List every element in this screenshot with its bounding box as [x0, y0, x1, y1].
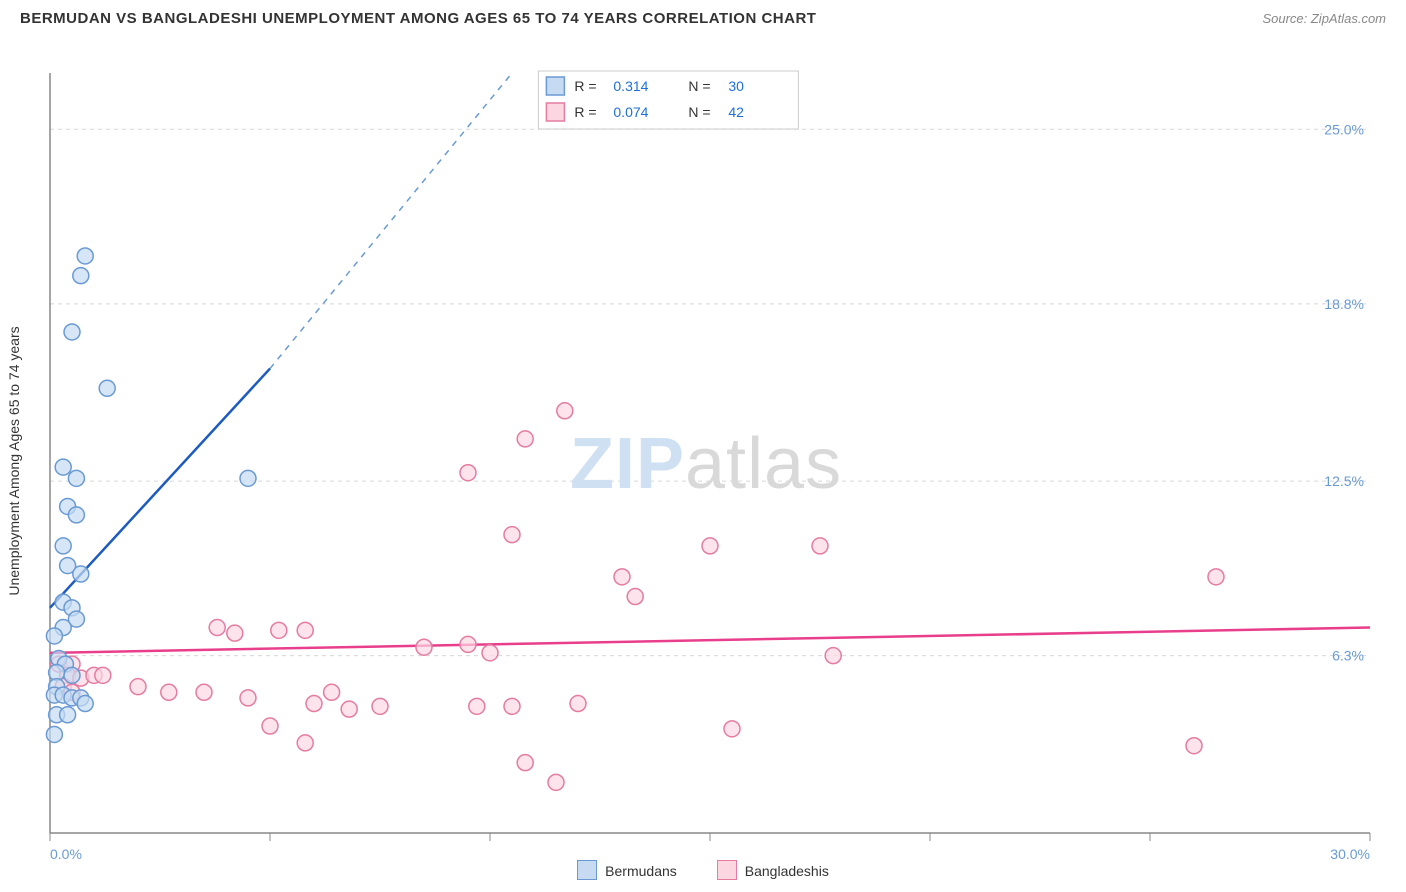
svg-text:N =: N =	[688, 78, 710, 94]
footer-legend: Bermudans Bangladeshis	[0, 860, 1406, 880]
svg-text:30: 30	[728, 78, 744, 94]
swatch-bangladeshis	[717, 860, 737, 880]
svg-text:25.0%: 25.0%	[1324, 121, 1364, 137]
svg-text:12.5%: 12.5%	[1324, 473, 1364, 489]
svg-text:R =: R =	[574, 78, 596, 94]
source-attribution: Source: ZipAtlas.com	[1262, 11, 1386, 26]
legend-label-bermudans: Bermudans	[605, 863, 677, 879]
svg-text:0.314: 0.314	[613, 78, 648, 94]
svg-text:R =: R =	[574, 104, 596, 120]
y-axis-label: Unemployment Among Ages 65 to 74 years	[6, 326, 22, 595]
svg-text:N =: N =	[688, 104, 710, 120]
svg-text:42: 42	[728, 104, 744, 120]
legend-item-bangladeshis: Bangladeshis	[717, 860, 829, 880]
legend-item-bermudans: Bermudans	[577, 860, 677, 880]
legend-label-bangladeshis: Bangladeshis	[745, 863, 829, 879]
swatch-bermudans	[577, 860, 597, 880]
svg-text:6.3%: 6.3%	[1332, 648, 1364, 664]
svg-text:18.8%: 18.8%	[1324, 296, 1364, 312]
chart-container: Unemployment Among Ages 65 to 74 years Z…	[0, 33, 1406, 888]
scatter-chart: 6.3%12.5%18.8%25.0%0.0%30.0%R =0.314N =3…	[0, 33, 1406, 888]
chart-title: BERMUDAN VS BANGLADESHI UNEMPLOYMENT AMO…	[20, 10, 816, 27]
svg-text:0.074: 0.074	[613, 104, 648, 120]
